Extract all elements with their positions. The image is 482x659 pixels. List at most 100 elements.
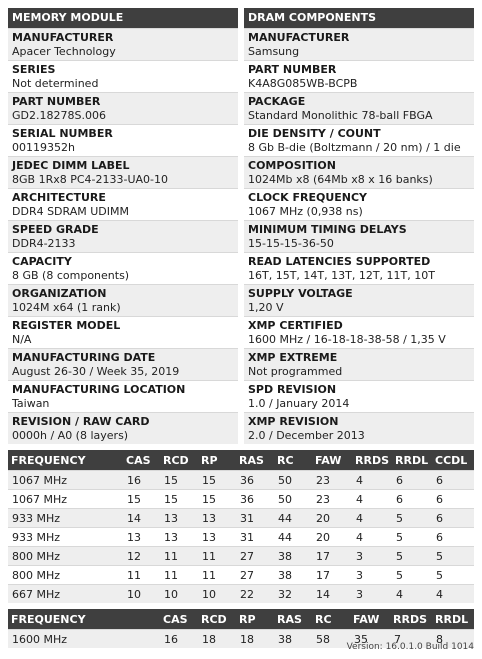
field-package: PACKAGE Standard Monolithic 78-ball FBGA (244, 92, 474, 124)
timing-cell-rcd: 18 (198, 629, 236, 648)
field-label: REGISTER MODEL (12, 319, 121, 332)
field-label: MINIMUM TIMING DELAYS (248, 223, 407, 236)
timing-cell-rc: 44 (274, 527, 312, 547)
timing-cell-rc: 44 (274, 508, 312, 528)
field-label: XMP EXTREME (248, 351, 338, 364)
field-part-number: PART NUMBER GD2.18278S.006 (8, 92, 238, 124)
timing-cell-cas: 12 (123, 546, 160, 566)
field-label: CAPACITY (12, 255, 72, 268)
timing-cell-rrds: 4 (352, 527, 392, 547)
timing-cell-faw: 35 (350, 629, 390, 648)
field-label: MANUFACTURER (12, 31, 114, 44)
field-value: August 26-30 / Week 35, 2019 (12, 365, 180, 378)
timing-cell-faw: 14 (312, 584, 352, 603)
timing-cell-faw: 20 (312, 527, 352, 547)
dram-components-column: DRAM COMPONENTS MANUFACTURER Samsung PART … (244, 8, 474, 444)
timing-cell-frequency: 1067 MHz (8, 470, 123, 490)
timing-cell-cas: 16 (160, 629, 198, 648)
field-value: Standard Monolithic 78-ball FBGA (248, 109, 433, 122)
timing-cell-rrdl: 5 (392, 546, 432, 566)
timing-cell-rp: 15 (198, 489, 236, 509)
timing-cell-rcd: 15 (160, 489, 198, 509)
column-header-faw: FAW (312, 450, 352, 471)
field-minimum-timing-delays: MINIMUM TIMING DELAYS 15-15-15-36-50 (244, 220, 474, 252)
timing-cell-rp: 10 (198, 584, 236, 603)
field-value: 2.0 / December 2013 (248, 429, 365, 442)
timing-cell-rp: 13 (198, 508, 236, 528)
field-read-latencies-supported: READ LATENCIES SUPPORTED 16T, 15T, 14T, 1… (244, 252, 474, 284)
timing-row: 800 MHz 11 11 11 27 38 17 3 5 5 (8, 565, 474, 585)
field-value: 00119352h (12, 141, 75, 154)
field-value: Samsung (248, 45, 300, 58)
timing-cell-frequency: 667 MHz (8, 584, 123, 603)
timing-cell-ras: 22 (236, 584, 274, 603)
timing-cell-ccdl: 6 (432, 470, 474, 490)
field-value: K4A8G085WB-BCPB (248, 77, 358, 90)
timing-cell-rrds: 3 (352, 584, 392, 603)
field-value: N/A (12, 333, 32, 346)
timing-row: 933 MHz 13 13 13 31 44 20 4 5 6 (8, 527, 474, 547)
field-serial-number: SERIAL NUMBER 00119352h (8, 124, 238, 156)
timing-cell-ras: 31 (236, 527, 274, 547)
dram-components-header: DRAM COMPONENTS (244, 8, 474, 28)
field-label: SPD REVISION (248, 383, 337, 396)
timing-cell-rrds: 3 (352, 565, 392, 585)
field-manufacturer: MANUFACTURER Samsung (244, 28, 474, 60)
timing-row: 667 MHz 10 10 10 22 32 14 3 4 4 (8, 584, 474, 603)
timing-cell-ccdl: 6 (432, 489, 474, 509)
timing-cell-rrdl: 6 (392, 489, 432, 509)
column-header-rcd: RCD (198, 609, 236, 630)
timing-cell-rrds: 7 (390, 629, 432, 648)
field-label: PACKAGE (248, 95, 306, 108)
timing-cell-ras: 38 (274, 629, 312, 648)
field-manufacturing-location: MANUFACTURING LOCATION Taiwan (8, 380, 238, 412)
field-value: 8 GB (8 components) (12, 269, 130, 282)
field-value: 8 Gb B-die (Boltzmann / 20 nm) / 1 die (248, 141, 461, 154)
field-value: Not programmed (248, 365, 343, 378)
column-header-cas: CAS (160, 609, 198, 630)
column-header-rc: RC (274, 450, 312, 471)
field-value: 1024M x64 (1 rank) (12, 301, 121, 314)
timing-cell-rrds: 4 (352, 470, 392, 490)
field-value: Not determined (12, 77, 99, 90)
field-value: 1024Mb x8 (64Mb x8 x 16 banks) (248, 173, 433, 186)
timing-cell-rp: 18 (236, 629, 274, 648)
field-manufacturing-date: MANUFACTURING DATE August 26-30 / Week 35… (8, 348, 238, 380)
timing-cell-rc: 38 (274, 546, 312, 566)
timing-cell-cas: 10 (123, 584, 160, 603)
timing-cell-rrdl: 5 (392, 565, 432, 585)
field-label: MANUFACTURER (248, 31, 350, 44)
timing-cell-rrds: 4 (352, 508, 392, 528)
xmp-timing-table: FREQUENCY CAS RCD RP RAS RC FAW RRDS RRDL 1600 M… (8, 609, 474, 648)
field-xmp-extreme: XMP EXTREME Not programmed (244, 348, 474, 380)
field-label: CLOCK FREQUENCY (248, 191, 368, 204)
timing-cell-rcd: 13 (160, 527, 198, 547)
memory-module-header: MEMORY MODULE (8, 8, 238, 28)
field-label: DIE DENSITY / COUNT (248, 127, 381, 140)
field-label: COMPOSITION (248, 159, 336, 172)
timing-cell-ras: 31 (236, 508, 274, 528)
field-die-density-count: DIE DENSITY / COUNT 8 Gb B-die (Boltzmann… (244, 124, 474, 156)
timing-cell-ccdl: 5 (432, 565, 474, 585)
timing-cell-ras: 36 (236, 489, 274, 509)
field-capacity: CAPACITY 8 GB (8 components) (8, 252, 238, 284)
timing-cell-rp: 11 (198, 565, 236, 585)
field-part-number: PART NUMBER K4A8G085WB-BCPB (244, 60, 474, 92)
timing-cell-faw: 17 (312, 565, 352, 585)
field-label: REVISION / RAW CARD (12, 415, 150, 428)
timing-row: 1067 MHz 15 15 15 36 50 23 4 6 6 (8, 489, 474, 509)
timing-cell-rp: 15 (198, 470, 236, 490)
field-label: SERIAL NUMBER (12, 127, 113, 140)
column-header-frequency: FREQUENCY (8, 450, 123, 471)
jedec-header-row: FREQUENCY CAS RCD RP RAS RC FAW RRDS RRDL CCDL (8, 450, 474, 471)
timing-cell-ccdl: 6 (432, 508, 474, 528)
timing-cell-frequency: 800 MHz (8, 546, 123, 566)
field-xmp-revision: XMP REVISION 2.0 / December 2013 (244, 412, 474, 444)
column-header-ccdl: CCDL (432, 450, 474, 471)
column-header-faw: FAW (350, 609, 390, 630)
timing-cell-ras: 27 (236, 546, 274, 566)
timing-cell-rc: 50 (274, 470, 312, 490)
field-value: 1600 MHz / 16-18-18-38-58 / 1,35 V (248, 333, 446, 346)
timing-cell-ccdl: 4 (432, 584, 474, 603)
field-value: 8GB 1Rx8 PC4-2133-UA0-10 (12, 173, 168, 186)
